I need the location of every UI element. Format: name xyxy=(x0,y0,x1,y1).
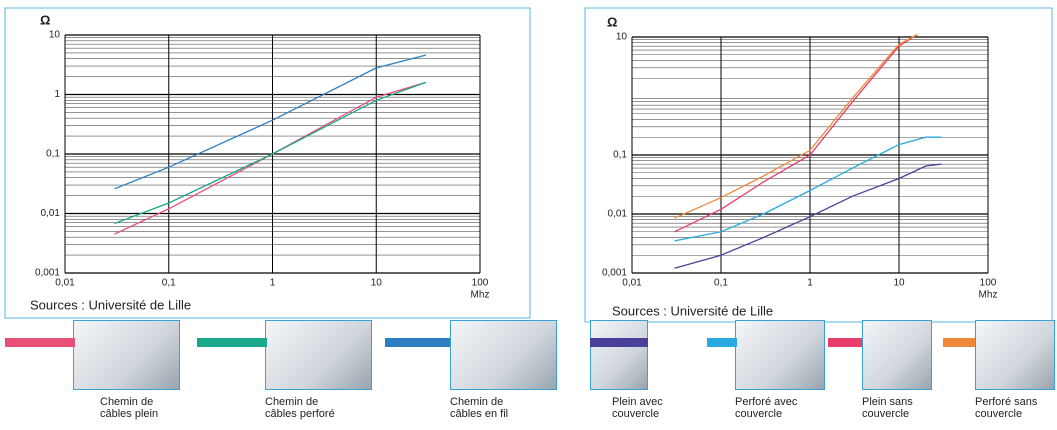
series-line xyxy=(674,163,942,269)
legend-swatch xyxy=(590,338,648,347)
product-image xyxy=(265,320,372,390)
legend-label: Chemin de câbles plein xyxy=(100,396,159,420)
product-image xyxy=(450,320,557,390)
x-tick-label: 0,1 xyxy=(714,278,728,289)
series-line xyxy=(674,34,918,233)
legend-swatch xyxy=(828,338,862,347)
x-tick-label: 1 xyxy=(807,278,813,289)
y-axis-label: Ω xyxy=(40,12,50,27)
x-tick-label: 1 xyxy=(270,278,276,289)
series-line xyxy=(114,81,426,235)
x-tick-label: 0,01 xyxy=(55,278,75,289)
product-image xyxy=(975,320,1055,390)
legend-swatch xyxy=(5,338,75,347)
x-tick-label: 0,1 xyxy=(162,278,176,289)
series-line xyxy=(674,136,942,242)
legend-swatch xyxy=(197,338,267,347)
legend-label: Perforé sans couvercle xyxy=(975,396,1038,420)
y-tick-label: 0,001 xyxy=(602,268,627,279)
y-tick-label: 10 xyxy=(616,32,628,43)
x-tick-label: 10 xyxy=(371,278,383,289)
legend-label: Plein sans couvercle xyxy=(862,396,913,420)
source: Sources : Université de Lille xyxy=(612,303,773,318)
product-image xyxy=(735,320,825,390)
chart-frame xyxy=(584,7,1053,323)
x-tick-label: 0,01 xyxy=(622,278,642,289)
x-axis-label: Mhz xyxy=(979,290,998,301)
y-tick-label: 0,01 xyxy=(41,208,61,219)
legend-label: Plein avec couvercle xyxy=(612,396,663,420)
y-tick-label: 0,001 xyxy=(35,268,60,279)
legend-label: Chemin de câbles en fil xyxy=(450,396,509,420)
y-tick-label: 0,1 xyxy=(613,150,627,161)
y-axis-label: Ω xyxy=(607,14,617,29)
x-tick-label: 10 xyxy=(893,278,905,289)
product-image xyxy=(73,320,180,390)
legend-label: Chemin de câbles perforé xyxy=(265,396,335,420)
series-line xyxy=(114,81,427,225)
legend-swatch xyxy=(943,338,975,347)
legend-swatch xyxy=(707,338,737,347)
source: Sources : Université de Lille xyxy=(30,297,191,312)
y-tick-label: 0,1 xyxy=(46,149,60,160)
legend-swatch xyxy=(385,338,450,347)
product-image xyxy=(862,320,932,390)
series-line xyxy=(114,54,426,190)
y-tick-label: 10 xyxy=(49,30,61,41)
y-tick-label: 0,01 xyxy=(608,209,628,220)
x-tick-label: 100 xyxy=(980,278,997,289)
x-tick-label: 100 xyxy=(472,278,489,289)
legend-label: Perforé avec couvercle xyxy=(735,396,798,420)
x-axis-label: Mhz xyxy=(471,290,490,301)
chart-frame xyxy=(4,7,531,319)
product-image xyxy=(590,320,648,390)
series-line xyxy=(674,34,918,219)
y-tick-label: 1 xyxy=(54,89,60,100)
